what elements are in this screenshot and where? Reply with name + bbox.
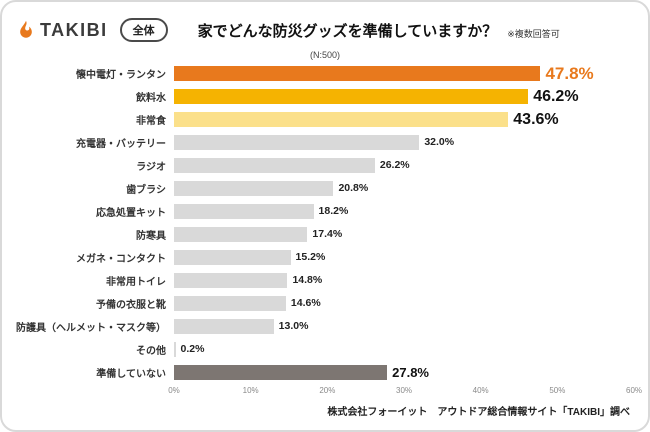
bar-category-label: 応急処置キット	[96, 208, 166, 219]
bar-category-label: 防寒具	[136, 231, 166, 242]
bar	[174, 342, 176, 357]
bar-row: 予備の衣服と靴 14.6%	[16, 292, 634, 315]
bar-category-label: 予備の衣服と靴	[96, 300, 166, 311]
bar-chart: 懐中電灯・ランタン 47.8% 飲料水 46.2% 非常食 43.6% 充電器・バッテリー 3…	[16, 62, 642, 404]
bar-value-label: 14.6%	[290, 297, 321, 310]
bar-row: 防寒具 17.4%	[16, 223, 634, 246]
multiple-answers-note: ※複数回答可	[507, 28, 560, 39]
bar	[174, 181, 334, 196]
bar-track: 43.6%	[174, 110, 634, 128]
bar	[174, 66, 541, 81]
bar-value-label: 27.8%	[392, 365, 429, 380]
bar-value-label: 14.8%	[292, 274, 323, 287]
bar-value-label: 17.4%	[312, 228, 343, 241]
bar	[174, 204, 314, 219]
bar-row: 懐中電灯・ランタン 47.8%	[16, 62, 634, 85]
bar-track: 32.0%	[174, 135, 634, 150]
bar-row: 充電器・バッテリー 32.0%	[16, 131, 634, 154]
chart-title: 家でどんな防災グッズを準備していますか？	[197, 22, 498, 40]
bar-category-label: 準備していない	[96, 369, 166, 380]
bar-category-label: 懐中電灯・ランタン	[76, 70, 166, 81]
bar-row: メガネ・コンタクト 15.2%	[16, 246, 634, 269]
x-axis-tick-label: 30%	[395, 386, 413, 395]
bar-category-label: 防護具（ヘルメット・マスク等）	[16, 323, 166, 334]
x-axis-tick-label: 40%	[472, 386, 489, 395]
bar-value-label: 20.8%	[338, 182, 369, 195]
bar-category-label: ラジオ	[136, 162, 166, 173]
bar-track: 15.2%	[174, 250, 634, 265]
bar-category-label: その他	[136, 346, 166, 357]
bar-track: 47.8%	[174, 65, 634, 82]
bar-category-label: 非常食	[136, 116, 166, 127]
brand-logo: TAKIBI	[16, 19, 108, 41]
bar-track: 46.2%	[174, 87, 634, 105]
sample-size-label: (N:500)	[309, 50, 340, 60]
bar-track: 13.0%	[174, 319, 634, 334]
bar-track: 20.8%	[174, 181, 634, 196]
brand-name: TAKIBI	[40, 19, 108, 40]
bar-row: 非常用トイレ 14.8%	[16, 269, 634, 292]
flame-icon	[16, 19, 36, 41]
bar	[174, 296, 286, 311]
bar-value-label: 18.2%	[318, 205, 349, 218]
bar-row: 応急処置キット 18.2%	[16, 200, 634, 223]
bar-value-label: 32.0%	[424, 136, 455, 149]
bar	[174, 158, 375, 173]
bar-row: 歯ブラシ 20.8%	[16, 177, 634, 200]
bar	[174, 227, 308, 242]
x-axis: 0% 10% 20% 30% 40% 50% 60%	[168, 384, 642, 399]
bar	[174, 89, 529, 104]
bar	[174, 135, 420, 150]
x-axis-tick-label: 60%	[625, 386, 643, 395]
bar-track: 17.4%	[174, 227, 634, 242]
segment-badge: 全体	[119, 18, 168, 42]
bar-track: 14.8%	[174, 273, 634, 288]
bar-track: 27.8%	[174, 365, 634, 380]
bar-track: 0.2%	[174, 342, 634, 357]
bar-value-label: 0.2%	[180, 343, 205, 356]
bar-category-label: 非常用トイレ	[106, 277, 166, 288]
bar-value-label: 46.2%	[533, 87, 579, 105]
x-axis-tick-label: 50%	[549, 386, 566, 395]
bar-category-label: 歯ブラシ	[126, 185, 166, 196]
bar-track: 14.6%	[174, 296, 634, 311]
bar-track: 26.2%	[174, 158, 634, 173]
source-credit: 株式会社フォーイット アウトドア総合情報サイト「TAKIBI」調べ	[327, 407, 630, 418]
header: TAKIBI 全体 家でどんな防災グッズを準備していますか？ ※複数回答可	[16, 12, 634, 48]
bar	[174, 250, 291, 265]
bar-row: 準備していない 27.8%	[16, 361, 634, 384]
bar	[174, 365, 388, 380]
bar-row: その他 0.2%	[16, 338, 634, 361]
x-axis-tick-label: 20%	[319, 386, 336, 395]
bar-value-label: 47.8%	[545, 64, 594, 83]
bar-value-label: 15.2%	[295, 251, 326, 264]
bar-row: 非常食 43.6%	[16, 108, 634, 131]
bar	[174, 319, 274, 334]
bar-category-label: 飲料水	[136, 93, 166, 104]
x-axis-tick-label: 10%	[242, 386, 259, 395]
bar-value-label: 26.2%	[379, 159, 410, 172]
bar-row: ラジオ 26.2%	[16, 154, 634, 177]
bar	[174, 112, 509, 127]
bar	[174, 273, 288, 288]
bar-category-label: 充電器・バッテリー	[76, 139, 166, 150]
bar-category-label: メガネ・コンタクト	[76, 254, 166, 265]
bar-value-label: 13.0%	[278, 320, 309, 333]
bar-value-label: 43.6%	[513, 110, 559, 128]
bar-track: 18.2%	[174, 204, 634, 219]
x-axis-tick-label: 0%	[168, 386, 180, 395]
bar-row: 防護具（ヘルメット・マスク等） 13.0%	[16, 315, 634, 338]
bar-row: 飲料水 46.2%	[16, 85, 634, 108]
bar-rows: 懐中電灯・ランタン 47.8% 飲料水 46.2% 非常食 43.6% 充電器・バッテリー 3…	[16, 62, 634, 384]
